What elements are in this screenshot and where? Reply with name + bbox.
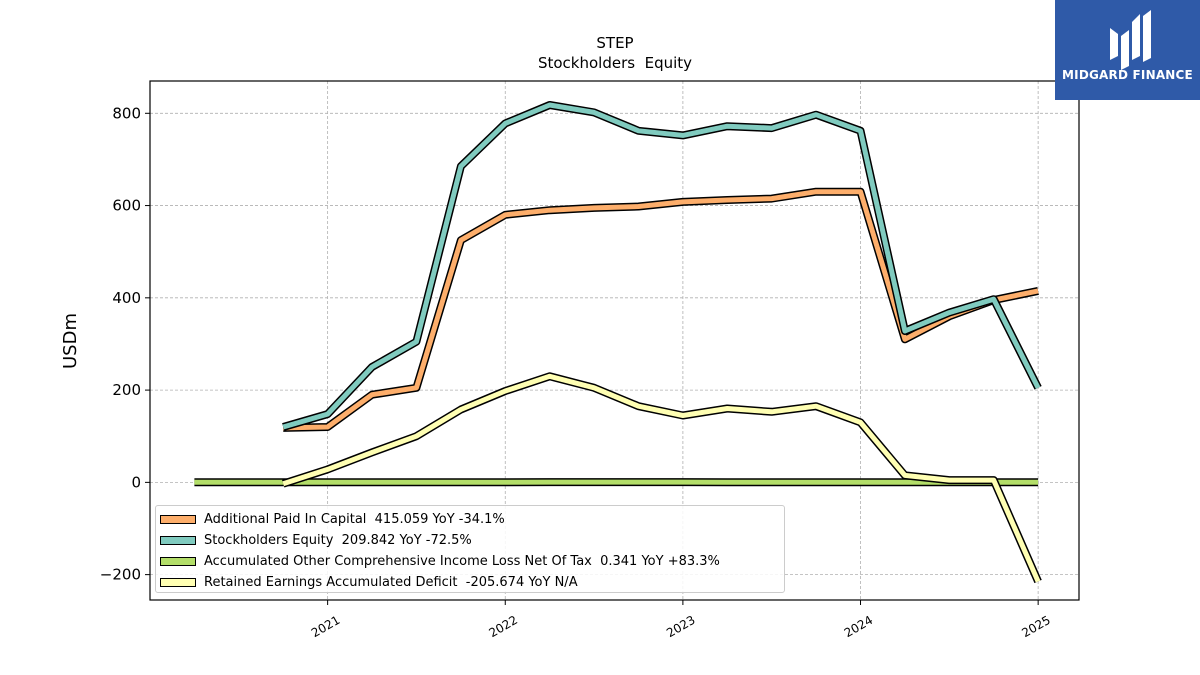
legend-label: Accumulated Other Comprehensive Income L… [204, 554, 720, 569]
y-axis: −200 0 200 400 600 800 [100, 104, 150, 584]
legend-swatch [160, 515, 196, 524]
legend-swatch [160, 578, 196, 587]
x-axis: 2021 2022 2023 2024 2025 [309, 600, 1053, 640]
brand-logo: MIDGARD FINANCE [1055, 0, 1200, 100]
series-line-0 [283, 189, 1039, 431]
x-tick-label: 2024 [842, 613, 875, 640]
y-tick-label: 0 [131, 473, 141, 491]
legend-label: Additional Paid In Capital 415.059 YoY -… [204, 512, 505, 527]
y-tick-label: −200 [100, 566, 141, 584]
y-tick-label: 400 [112, 289, 141, 307]
legend-swatch [160, 557, 196, 566]
x-tick-label: 2025 [1019, 613, 1052, 640]
legend-item: Accumulated Other Comprehensive Income L… [160, 551, 784, 572]
y-tick-label: 600 [112, 197, 141, 215]
plot-frame [149, 80, 1080, 601]
chart-title: STEP [596, 34, 633, 52]
legend-item: Retained Earnings Accumulated Deficit -2… [160, 572, 784, 593]
legend: Additional Paid In Capital 415.059 YoY -… [155, 505, 785, 593]
legend-swatch [160, 536, 196, 545]
legend-item: Additional Paid In Capital 415.059 YoY -… [160, 509, 784, 530]
legend-label: Retained Earnings Accumulated Deficit -2… [204, 575, 578, 590]
series-line-1 [282, 102, 1041, 430]
y-tick-label: 800 [112, 104, 141, 122]
x-tick-label: 2021 [309, 613, 342, 640]
series-line-3 [282, 373, 1041, 583]
x-tick-label: 2023 [664, 613, 697, 640]
y-tick-label: 200 [112, 381, 141, 399]
series-layer [194, 101, 1042, 584]
brand-name: MIDGARD FINANCE [1062, 68, 1193, 82]
series-outline-1 [282, 101, 1042, 431]
y-axis-label: USDm [60, 313, 81, 369]
legend-label: Stockholders Equity 209.842 YoY -72.5% [204, 533, 472, 548]
logo-mark-icon [1110, 10, 1151, 70]
x-tick-label: 2022 [487, 613, 520, 640]
legend-item: Stockholders Equity 209.842 YoY -72.5% [160, 530, 784, 551]
chart-subtitle: Stockholders Equity [538, 54, 692, 72]
